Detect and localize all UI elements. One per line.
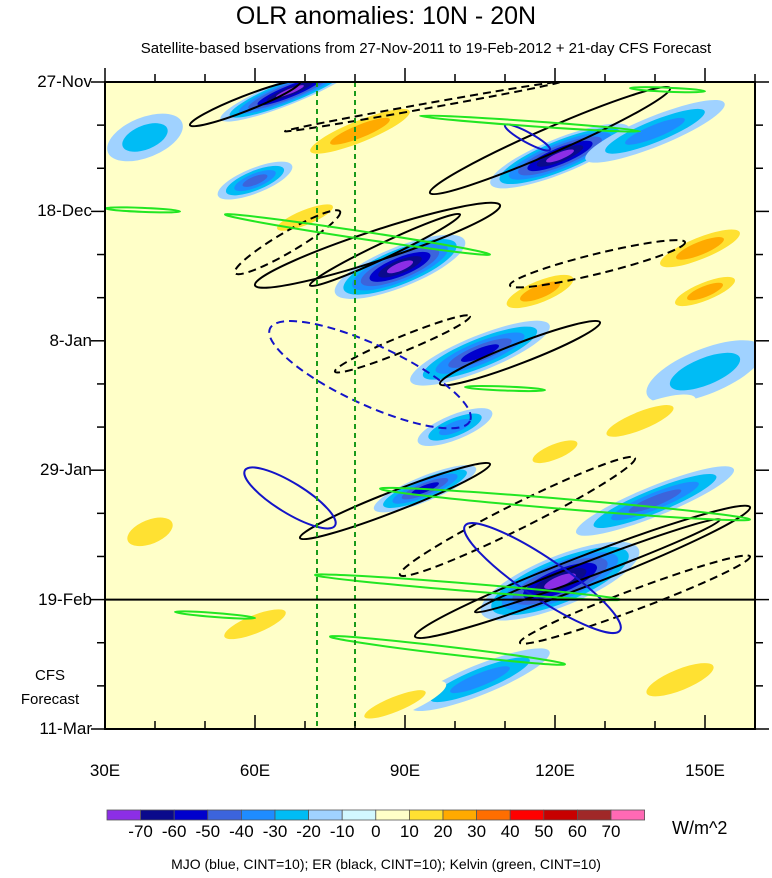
er-contour (333, 314, 472, 374)
anomaly-blob (546, 149, 574, 163)
y-tick-label: 27-Nov (37, 72, 92, 91)
chart-title: OLR anomalies: 10N - 20N (235, 2, 537, 30)
anomaly-blob (544, 573, 576, 589)
colorbar-swatch (408, 809, 444, 821)
y-tick-label: 19-Feb (38, 589, 92, 609)
reference-lines (105, 82, 755, 729)
axes (91, 68, 769, 730)
colorbar-swatch (375, 809, 410, 821)
y-tick-label: 29-Jan (40, 460, 92, 480)
er-contour (308, 212, 462, 287)
kelvin-contour (463, 385, 547, 393)
y-tick-label: 18-Dec (37, 201, 92, 221)
kelvin-contour (173, 610, 257, 620)
colorbar-swatch (577, 809, 612, 821)
colorbar-label: 60 (567, 822, 587, 841)
wave-contours (105, 82, 752, 666)
x-tick-label: 90E (389, 761, 421, 780)
anomaly-blob (669, 352, 741, 391)
y-tick-label: 11-Mar (39, 719, 92, 738)
mjo-contour (463, 522, 622, 634)
anomaly-blob (450, 666, 510, 694)
anomaly-blob (122, 123, 168, 152)
forecast-label-line1: CFS (35, 667, 65, 684)
colorbar-swatch (274, 809, 309, 821)
chart-subtitle: Satellite-based bservations from 27-Nov-… (140, 40, 712, 57)
er-contour (233, 209, 342, 276)
colorbar-swatch (240, 809, 276, 821)
forecast-label-line2: Forecast (20, 691, 80, 708)
anomaly-blob (532, 440, 578, 464)
colorbar-label: 50 (534, 822, 554, 841)
anomaly-blob (676, 237, 724, 260)
kelvin-contour (378, 486, 752, 522)
colorbar-swatch (543, 809, 578, 821)
x-tick-label: 30E (89, 761, 121, 780)
y-tick-label: 8-Jan (49, 330, 92, 350)
colorbar-swatch (207, 809, 242, 821)
kelvin-contour (418, 114, 642, 133)
colorbar-swatch (140, 809, 175, 821)
x-tick-label: 150E (685, 761, 725, 780)
er-contour (438, 319, 602, 387)
anomaly-blob (330, 117, 390, 145)
colorbar-label: -10 (329, 822, 355, 841)
colorbar-label: 30 (467, 822, 487, 841)
anomaly-blob (364, 690, 426, 719)
colorbar-label: 10 (399, 822, 419, 841)
colorbar-label: -40 (229, 822, 254, 841)
colorbar-label: 40 (500, 822, 520, 841)
kelvin-contour (328, 635, 567, 666)
colorbar-swatch (610, 809, 645, 821)
anomaly-blob (224, 609, 286, 640)
kelvin-contour (628, 86, 707, 94)
colorbar-swatch (509, 809, 545, 821)
mjo-contour (268, 320, 472, 430)
colorbar-swatch (442, 809, 477, 821)
anomaly-blob (687, 282, 723, 301)
colorbar-label: 20 (433, 822, 453, 841)
colorbar-swatch (476, 809, 511, 821)
colorbar-label: 70 (601, 822, 621, 841)
plot-frame (104, 81, 756, 730)
anomaly-blob (625, 117, 685, 145)
mjo-contour (243, 466, 337, 530)
colorbar-swatch (308, 809, 343, 821)
er-contour (398, 455, 637, 578)
colorbar-label: -70 (128, 822, 153, 841)
anomaly-blob (386, 260, 414, 274)
x-tick-label: 60E (239, 761, 271, 780)
colorbar-label: 0 (371, 822, 381, 841)
anomaly-blob (438, 418, 472, 436)
colorbar-units: W/m^2 (672, 818, 728, 838)
colorbar-swatch (106, 809, 141, 821)
x-tick-label: 120E (535, 761, 575, 780)
colorbar (106, 809, 645, 821)
kelvin-contour (223, 213, 492, 256)
kelvin-contour (105, 206, 182, 214)
colorbar-swatch (341, 809, 377, 821)
contour-legend: MJO (blue, CINT=10); ER (black, CINT=10)… (171, 856, 601, 872)
colorbar-label: -60 (161, 822, 187, 841)
colorbar-label: -20 (296, 822, 321, 841)
colorbar-label: -50 (195, 822, 221, 841)
anomaly-blob (147, 370, 213, 410)
colorbar-swatch (173, 809, 209, 821)
anomaly-blob (242, 174, 268, 187)
anomaly-blob (277, 204, 333, 231)
er-contour (188, 82, 302, 128)
anomaly-blob (519, 281, 561, 302)
colorbar-label: -30 (262, 822, 288, 841)
anomaly-blob (606, 405, 674, 437)
er-contour (508, 239, 687, 289)
anomaly-blob (460, 344, 500, 362)
anomaly-blob (127, 517, 173, 547)
er-contour (518, 554, 752, 645)
anomaly-blob (646, 663, 714, 697)
